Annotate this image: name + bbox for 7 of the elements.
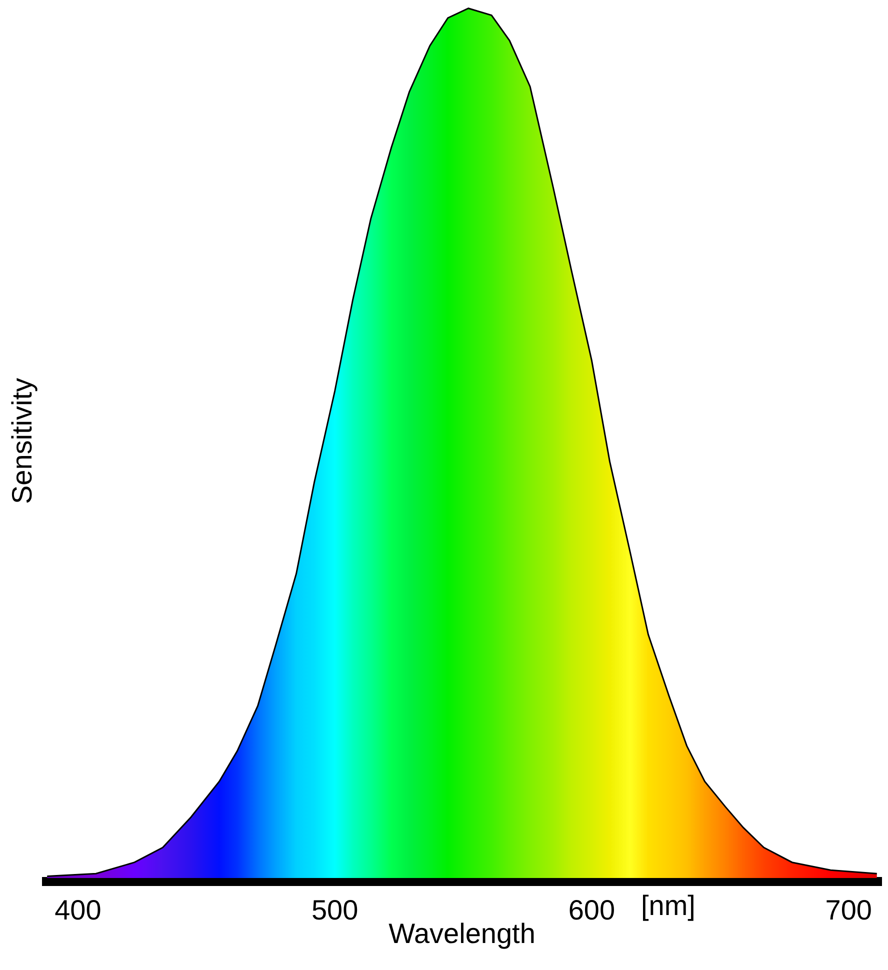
x-tick-label: 600 — [568, 894, 616, 926]
x-tick-label: 700 — [825, 894, 872, 926]
x-tick-label: 400 — [54, 894, 102, 926]
y-axis-title: Sensitivity — [6, 378, 38, 504]
text: [nm] — [641, 890, 696, 921]
x-tick-label: 500 — [311, 894, 358, 926]
x-axis-title: Wavelength — [388, 918, 536, 950]
